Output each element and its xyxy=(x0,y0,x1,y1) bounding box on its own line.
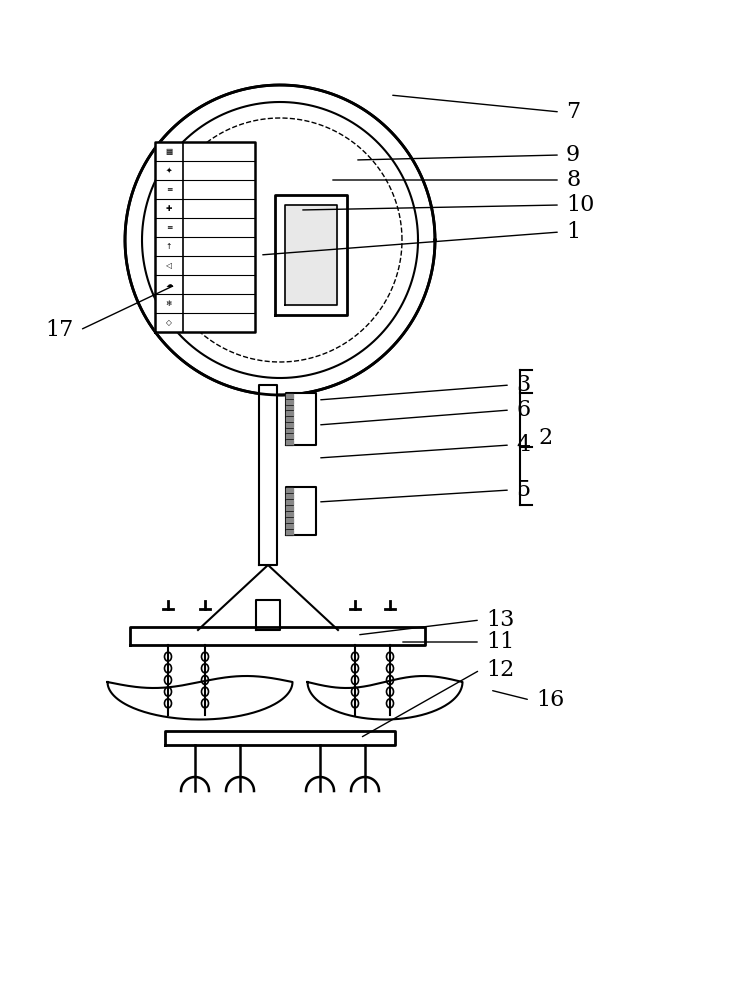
Text: 3: 3 xyxy=(516,374,530,396)
Polygon shape xyxy=(286,422,293,427)
Text: ▦: ▦ xyxy=(165,147,173,156)
Polygon shape xyxy=(286,524,293,528)
Text: 12: 12 xyxy=(486,659,514,681)
Text: ≡: ≡ xyxy=(166,223,173,232)
Text: 10: 10 xyxy=(566,194,595,216)
Text: ↑: ↑ xyxy=(166,242,173,251)
Text: 7: 7 xyxy=(566,101,580,123)
Polygon shape xyxy=(130,627,425,645)
Polygon shape xyxy=(198,565,338,630)
Text: 9: 9 xyxy=(566,144,580,166)
Polygon shape xyxy=(286,405,293,410)
Polygon shape xyxy=(108,676,293,719)
Polygon shape xyxy=(286,411,293,416)
Text: ◇: ◇ xyxy=(166,318,172,327)
Polygon shape xyxy=(286,393,293,398)
Text: 1: 1 xyxy=(566,221,580,243)
Polygon shape xyxy=(285,205,337,305)
Polygon shape xyxy=(286,399,293,404)
Text: 13: 13 xyxy=(486,609,515,631)
Polygon shape xyxy=(286,499,293,504)
Text: ✦: ✦ xyxy=(166,166,173,175)
Text: 11: 11 xyxy=(486,631,514,653)
Text: ❄: ❄ xyxy=(166,299,173,308)
Polygon shape xyxy=(286,488,293,492)
Polygon shape xyxy=(155,142,255,332)
Polygon shape xyxy=(286,428,293,433)
Polygon shape xyxy=(286,434,293,439)
Text: 5: 5 xyxy=(516,479,530,501)
Text: 17: 17 xyxy=(46,319,74,341)
Text: ✚: ✚ xyxy=(166,204,173,213)
Polygon shape xyxy=(286,506,293,510)
Text: 4: 4 xyxy=(516,434,530,456)
Polygon shape xyxy=(256,600,280,630)
Polygon shape xyxy=(286,530,293,534)
Polygon shape xyxy=(165,731,395,745)
Polygon shape xyxy=(286,487,316,535)
Text: ≡: ≡ xyxy=(166,185,173,194)
Polygon shape xyxy=(125,85,435,395)
Polygon shape xyxy=(286,493,293,498)
Text: ☁: ☁ xyxy=(165,280,173,289)
Polygon shape xyxy=(286,518,293,522)
Polygon shape xyxy=(308,676,462,719)
Text: 16: 16 xyxy=(536,689,564,711)
Polygon shape xyxy=(286,440,293,444)
Text: ◁: ◁ xyxy=(166,261,172,270)
Polygon shape xyxy=(286,417,293,421)
Text: 2: 2 xyxy=(538,426,552,448)
Text: 6: 6 xyxy=(516,399,530,421)
Polygon shape xyxy=(259,385,277,565)
Polygon shape xyxy=(286,393,316,445)
Text: 8: 8 xyxy=(566,169,580,191)
Polygon shape xyxy=(275,195,347,315)
Polygon shape xyxy=(286,512,293,516)
